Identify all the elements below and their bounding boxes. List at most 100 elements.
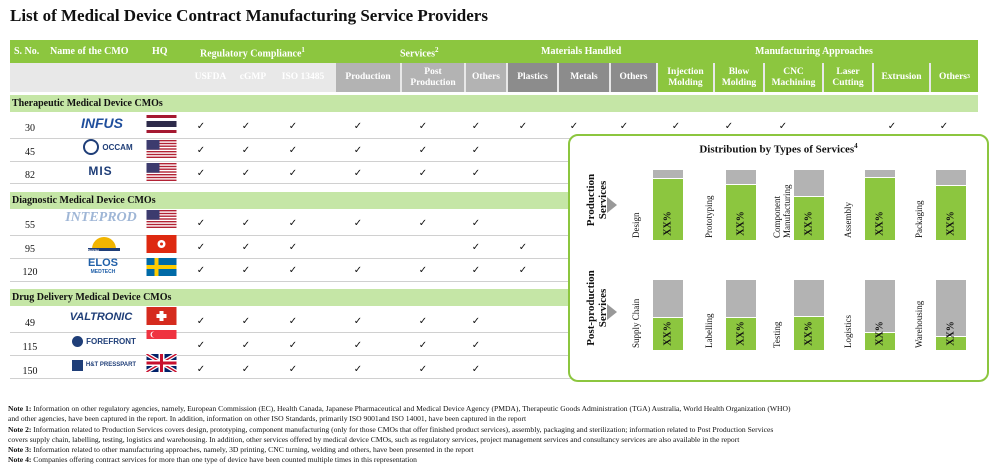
table-row — [10, 141, 978, 162]
checkmark-icon: ✓ — [241, 242, 251, 253]
subheader-others-materials: Others — [611, 63, 656, 92]
subheader-iso: ISO 13485 — [281, 72, 325, 82]
checkmark-icon: ✓ — [288, 265, 298, 276]
bar: XX% — [865, 170, 895, 240]
flag-sweden-icon — [146, 258, 177, 276]
checkmark-icon: ✓ — [241, 218, 251, 229]
flag-hong-kong-icon — [146, 235, 177, 253]
header-services: Services2 — [400, 46, 439, 60]
flag-switzerland-icon — [146, 307, 177, 325]
section-band-diagnostic — [540, 192, 570, 209]
note-line: and other agencies, have been captured i… — [8, 414, 527, 424]
group-label-production: Production Services — [585, 173, 609, 227]
category-label: Packaging — [914, 200, 924, 239]
bar-fill — [726, 318, 756, 350]
logo-valtronic: VALTRONIC — [69, 311, 133, 323]
note-line: Note 2: Information related to Productio… — [8, 424, 774, 434]
row-sno: 45 — [25, 147, 35, 158]
checkmark-icon: ✓ — [471, 145, 481, 156]
checkmark-icon: ✓ — [353, 340, 363, 351]
bar-value-label: XX% — [735, 211, 747, 236]
checkmark-icon: ✓ — [418, 316, 428, 327]
bar-value-label: XX% — [662, 211, 674, 236]
table-row — [10, 215, 978, 236]
page-title: List of Medical Device Contract Manufact… — [10, 6, 488, 25]
row-sno: 82 — [25, 170, 35, 181]
checkmark-icon: ✓ — [471, 168, 481, 179]
checkmark-icon: ✓ — [288, 145, 298, 156]
section-diagnostic: Diagnostic Medical Device CMOs — [10, 192, 542, 209]
bar-fill — [936, 337, 966, 350]
category-label: Logistics — [843, 315, 853, 348]
flag-uk-icon — [146, 354, 177, 372]
bar-value-label: XX% — [945, 321, 957, 346]
checkmark-icon: ✓ — [778, 121, 788, 132]
checkmark-icon: ✓ — [196, 265, 206, 276]
subheader-cnc: CNC Machining — [765, 63, 822, 92]
row-sno: 49 — [25, 318, 35, 329]
subheader-usfda: USFDA — [194, 72, 227, 82]
checkmark-icon: ✓ — [196, 340, 206, 351]
bar-remainder — [794, 170, 824, 196]
category-label: Component Manufacturing — [772, 184, 792, 238]
checkmark-icon: ✓ — [196, 145, 206, 156]
checkmark-icon: ✓ — [418, 340, 428, 351]
bar-fill — [653, 179, 683, 240]
checkmark-icon: ✓ — [569, 121, 579, 132]
logo-mis: MIS — [88, 164, 113, 178]
bar: XX% — [865, 280, 895, 350]
checkmark-icon: ✓ — [241, 168, 251, 179]
checkmark-icon: ✓ — [418, 121, 428, 132]
bar-remainder — [726, 280, 756, 318]
checkmark-icon: ✓ — [288, 364, 298, 375]
checkmark-icon: ✓ — [471, 242, 481, 253]
row-sno: 115 — [22, 342, 38, 353]
header-hq: HQ — [152, 46, 168, 57]
bar-value-label: XX% — [874, 321, 886, 346]
bar-remainder — [794, 280, 824, 317]
table-row — [10, 118, 978, 139]
bar: XX% — [726, 170, 756, 240]
header-regulatory: Regulatory Compliance1 — [200, 46, 305, 60]
row-sno: 150 — [22, 366, 38, 377]
section-therapeutic: Therapeutic Medical Device CMOs — [10, 95, 542, 112]
checkmark-icon: ✓ — [887, 121, 897, 132]
checkmark-icon: ✓ — [353, 364, 363, 375]
bar: XX% — [653, 280, 683, 350]
bar-remainder — [653, 280, 683, 318]
checkmark-icon: ✓ — [353, 168, 363, 179]
category-label: Testing — [772, 321, 782, 348]
checkmark-icon: ✓ — [353, 265, 363, 276]
subheader-metals: Metals — [559, 63, 609, 92]
bar-fill — [726, 185, 756, 240]
checkmark-icon: ✓ — [418, 168, 428, 179]
row-sno: 30 — [25, 123, 35, 134]
bar-remainder — [936, 170, 966, 186]
row-sno: 120 — [22, 267, 38, 278]
checkmark-icon: ✓ — [471, 340, 481, 351]
checkmark-icon: ✓ — [241, 265, 251, 276]
bar: XX% — [726, 280, 756, 350]
checkmark-icon: ✓ — [518, 242, 528, 253]
checkmark-icon: ✓ — [353, 316, 363, 327]
table-row — [10, 312, 978, 333]
table-header-band — [10, 40, 978, 63]
checkmark-icon: ✓ — [241, 316, 251, 327]
bar: XX% — [653, 170, 683, 240]
subheader-cgmp: cGMP — [239, 72, 267, 82]
table-row — [10, 335, 978, 356]
checkmark-icon: ✓ — [288, 218, 298, 229]
checkmark-icon: ✓ — [288, 242, 298, 253]
bar-fill — [936, 186, 966, 240]
table-row — [10, 163, 978, 184]
checkmark-icon: ✓ — [288, 316, 298, 327]
checkmark-icon: ✓ — [418, 145, 428, 156]
checkmark-icon: ✓ — [471, 316, 481, 327]
header-name: Name of the CMO — [50, 46, 129, 57]
category-label: Design — [631, 212, 641, 239]
flag-usa-icon — [146, 140, 177, 158]
subheader-blow: Blow Molding — [715, 63, 763, 92]
logo-infus: INFUS — [81, 115, 123, 131]
subheader-extrusion: Extrusion — [874, 63, 929, 92]
checkmark-icon: ✓ — [418, 218, 428, 229]
